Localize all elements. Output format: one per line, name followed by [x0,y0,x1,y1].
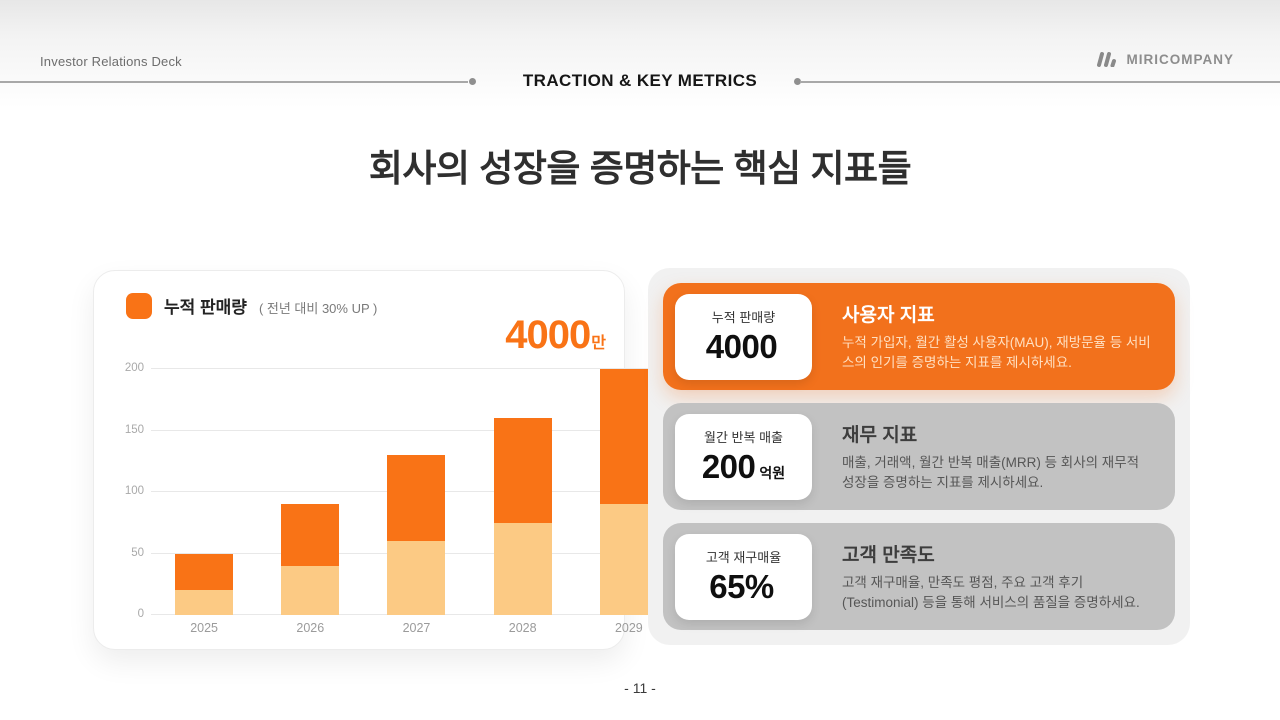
x-tick-label: 2028 [508,621,537,635]
metric-badge-user: 누적 판매량 4000 [675,293,812,380]
x-tick-label: 2026 [296,621,325,635]
header-divider-dot-right [794,78,801,85]
legend-note: ( 전년 대비 30% UP ) [258,301,378,316]
miricompany-logo-icon [1096,52,1119,67]
y-tick-label: 0 [137,608,144,620]
bar-bottom-segment [493,522,552,615]
metric-title: 고객 만족도 [842,545,935,567]
badge-value: 4000 [705,328,778,365]
section-title: TRACTION & KEY METRICS [522,71,758,90]
bar-top-segment [387,455,446,542]
x-tick-label: 2027 [402,621,431,635]
page-number: - 11 - [624,680,656,696]
header-divider-dot-left [469,78,476,85]
legend-label: 누적 판매량 [164,298,247,317]
badge-value: 65% [709,568,774,605]
x-tick-label: 2029 [614,621,643,635]
bar-2026 [281,504,340,615]
bar-top-segment [281,504,340,566]
y-tick-label: 100 [124,485,144,497]
metric-badge-finance: 월간 반복 매출 200 억원 [675,413,812,500]
metric-badge-satisfaction: 고객 재구매율 65% [675,533,812,620]
x-axis-labels: 2025 2026 2027 2028 2029 [151,621,682,635]
y-tick-label: 50 [131,546,144,559]
bar-2025 [175,553,234,615]
badge-label: 월간 반복 매출 [704,430,783,445]
metric-description: 고객 재구매율, 만족도 평점, 주요 고객 후기 (Testimonial) … [842,575,1140,610]
bar-2027 [387,455,446,615]
sales-chart-card: 누적 판매량 ( 전년 대비 30% UP ) 4000 만 0 50 100 150… [93,270,682,650]
bar-bottom-segment [387,541,446,615]
chart-legend: 누적 판매량 ( 전년 대비 30% UP ) [126,293,377,319]
metric-title: 재무 지표 [842,425,918,447]
metric-card-finance: 월간 반복 매출 200 억원 재무 지표 매출, 거래액, 월간 반복 매출(… [663,403,1175,510]
badge-label: 고객 재구매율 [705,550,782,565]
chart-highlight-value: 4000 만 [505,313,606,358]
gridline: 200 [125,362,682,374]
bar-bottom-segment [281,565,340,615]
metric-card-user: 누적 판매량 4000 사용자 지표 누적 가입자, 월간 활성 사용자(MAU… [663,283,1175,390]
deck-label: Investor Relations Deck [40,54,182,69]
legend-swatch-icon [126,293,152,319]
page-title: 회사의 성장을 증명하는 핵심 지표들 [368,148,912,189]
badge-label: 누적 판매량 [711,310,776,325]
metrics-panel: 누적 판매량 4000 사용자 지표 누적 가입자, 월간 활성 사용자(MAU… [648,268,1190,645]
badge-unit: 억원 [759,465,786,481]
bar-bottom-segment [175,590,234,615]
x-tick-label: 2025 [190,621,218,635]
header-divider-right [800,81,1280,83]
bar-2028 [493,418,552,615]
highlight-unit: 만 [591,335,606,352]
metric-card-satisfaction: 고객 재구매율 65% 고객 만족도 고객 재구매율, 만족도 평점, 주요 고… [663,523,1175,630]
badge-value: 200 [701,448,756,485]
metric-description: 누적 가입자, 월간 활성 사용자(MAU), 재방문율 등 서비스의 인기를 … [842,335,1151,370]
metric-description: 매출, 거래액, 월간 반복 매출(MRR) 등 회사의 재무적 성장을 증명하… [842,455,1140,490]
metric-title: 사용자 지표 [842,305,935,327]
y-tick-label: 200 [124,362,144,374]
brand-name: MIRICOMPANY [1126,52,1234,67]
bar-plot [151,369,682,615]
brand-logo: MIRICOMPANY [1096,52,1235,67]
bar-chart-plot-area: 0 50 100 150 200 [125,362,704,620]
bar-top-segment [493,418,552,523]
highlight-number: 4000 [505,313,591,357]
header-divider-left [0,81,468,83]
y-tick-label: 150 [124,423,144,436]
gridline: 150 [125,424,682,436]
bar-top-segment [175,553,234,591]
